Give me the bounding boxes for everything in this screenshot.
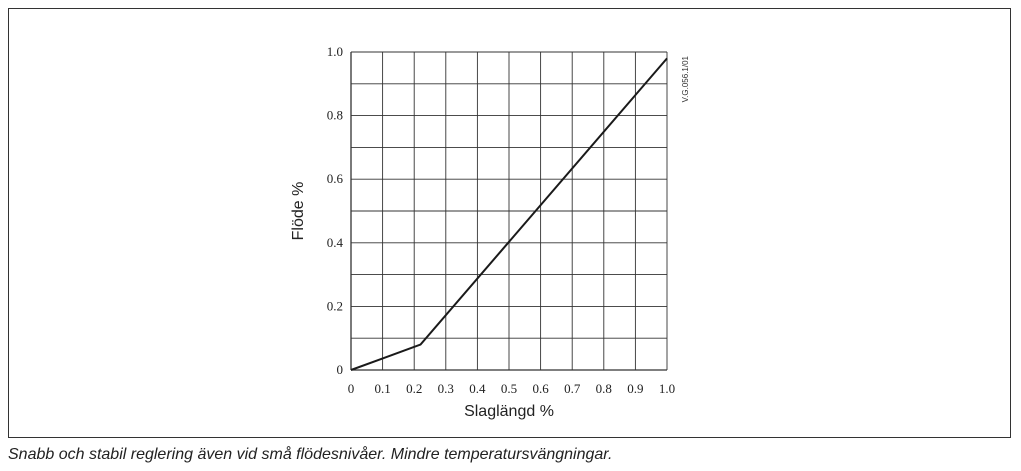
y-tick-label: 1.0 (327, 44, 343, 59)
x-tick-label: 0.6 (532, 381, 549, 396)
x-tick-label: 0.1 (374, 381, 390, 396)
y-tick-label: 0.4 (327, 235, 344, 250)
x-tick-labels: 0 0.1 0.2 0.3 0.4 0.5 0.6 0.7 0.8 0.9 1.0 (348, 381, 675, 396)
y-tick-label: 0 (337, 362, 344, 377)
chart-grid (350, 51, 668, 371)
x-axis-title: Slaglängd % (464, 403, 554, 420)
y-tick-label: 0.2 (327, 298, 343, 313)
x-tick-label: 1.0 (659, 381, 675, 396)
figure-frame (8, 8, 1011, 438)
series-line (350, 57, 668, 371)
chart-series (350, 57, 668, 371)
line-chart: 0 0.1 0.2 0.3 0.4 0.5 0.6 0.7 0.8 0.9 1.0 00.20.40… (290, 44, 690, 420)
x-tick-label: 0.5 (501, 381, 517, 396)
x-tick-label: 0.7 (564, 381, 581, 396)
y-tick-label: 0.8 (327, 108, 343, 123)
y-tick-label: 0.6 (327, 171, 344, 186)
y-axis-title: Flöde % (290, 182, 307, 241)
x-tick-label: 0 (348, 381, 355, 396)
figure-caption: Snabb och stabil reglering även vid små … (8, 446, 613, 463)
x-tick-label: 0.8 (596, 381, 612, 396)
x-tick-label: 0.9 (627, 381, 643, 396)
x-tick-label: 0.3 (438, 381, 454, 396)
x-tick-label: 0.2 (406, 381, 422, 396)
figure-code-label: V.G.056.1/01 (681, 55, 690, 102)
x-tick-label: 0.4 (469, 381, 486, 396)
y-tick-labels: 0 0.2 0.4 0.6 0.8 1.0 (327, 44, 344, 377)
